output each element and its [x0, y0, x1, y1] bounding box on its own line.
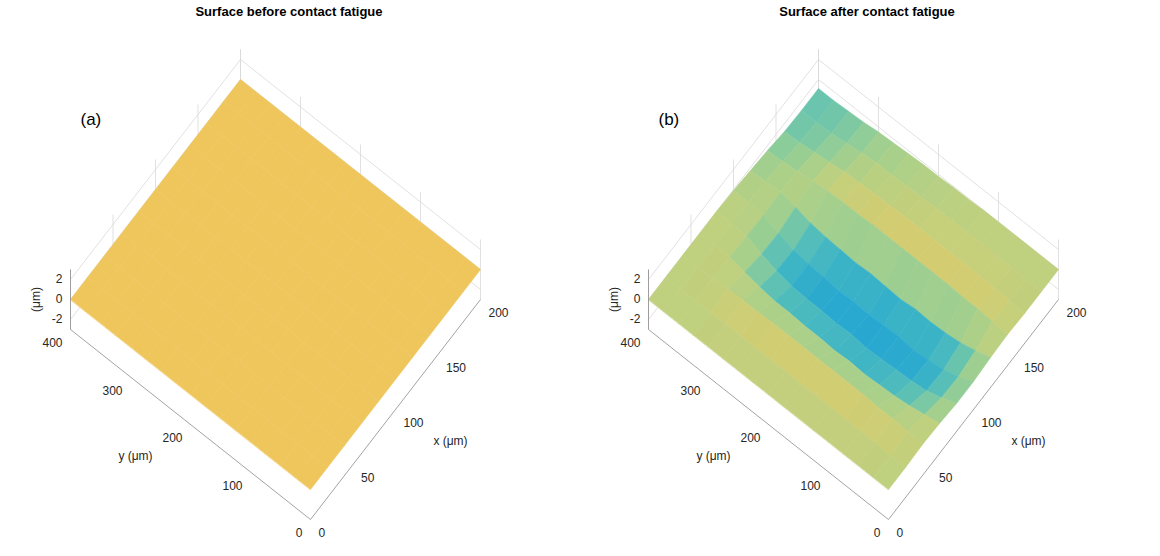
html-text:Surface before contact fatigue: Surface before contact fatigue — [195, 4, 383, 19]
svg-text:100: 100 — [404, 416, 424, 430]
svg-text:150: 150 — [446, 361, 466, 375]
svg-text:200: 200 — [1067, 306, 1087, 320]
svg-text:100: 100 — [982, 416, 1002, 430]
svg-text:200: 200 — [162, 431, 182, 445]
svg-text:0: 0 — [296, 526, 303, 540]
svg-text:50: 50 — [361, 471, 375, 485]
svg-text:200: 200 — [489, 306, 509, 320]
svg-text:(μm): (μm) — [29, 287, 43, 312]
svg-text:y (μm): y (μm) — [118, 449, 152, 463]
svg-text:100: 100 — [800, 479, 820, 493]
svg-text:150: 150 — [1024, 361, 1044, 375]
svg-text:400: 400 — [620, 336, 640, 350]
svg-text:50: 50 — [939, 471, 953, 485]
svg-text:(a): (a) — [81, 110, 102, 129]
svg-text:400: 400 — [42, 336, 62, 350]
svg-text:100: 100 — [222, 479, 242, 493]
svg-text:y (μm): y (μm) — [696, 449, 730, 463]
svg-text:0: 0 — [897, 526, 904, 540]
svg-text:x (μm): x (μm) — [1011, 434, 1045, 448]
svg-text:0: 0 — [874, 526, 881, 540]
svg-text:300: 300 — [102, 384, 122, 398]
svg-text:(μm): (μm) — [607, 287, 621, 312]
svg-text:(b): (b) — [659, 110, 680, 129]
svg-text:-2: -2 — [630, 312, 641, 326]
svg-text:x (μm): x (μm) — [433, 434, 467, 448]
svg-text:200: 200 — [740, 431, 760, 445]
svg-text:0: 0 — [319, 526, 326, 540]
svg-text:0: 0 — [56, 292, 63, 306]
svg-text:300: 300 — [680, 384, 700, 398]
svg-text:-2: -2 — [52, 312, 63, 326]
svg-text:2: 2 — [56, 272, 63, 286]
html-text:Surface after contact fatigue: Surface after contact fatigue — [779, 4, 955, 19]
svg-text:2: 2 — [634, 272, 641, 286]
svg-text:0: 0 — [634, 292, 641, 306]
